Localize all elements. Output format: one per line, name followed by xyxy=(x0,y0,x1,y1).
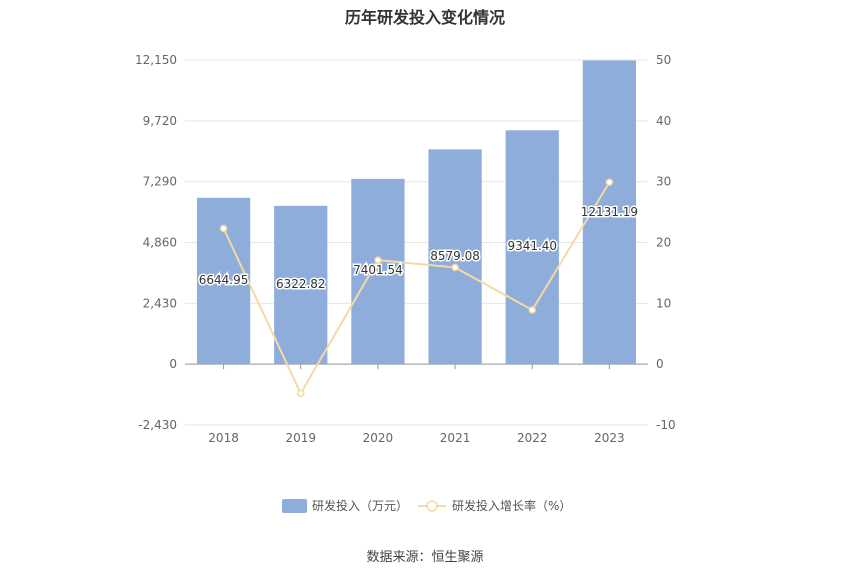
bar xyxy=(351,178,405,365)
x-tick-label: 2022 xyxy=(517,431,548,445)
y-left-tick-label: 12,150 xyxy=(135,53,177,67)
x-tick-label: 2020 xyxy=(363,431,394,445)
growth-point xyxy=(528,306,536,314)
y-right-tick-label: -10 xyxy=(656,418,676,432)
growth-point xyxy=(374,256,382,264)
growth-point xyxy=(605,178,614,187)
y-right-tick-label: 30 xyxy=(656,175,671,189)
x-tick-label: 2019 xyxy=(285,431,316,445)
y-left-tick-label: 7,290 xyxy=(143,175,177,189)
y-left-tick-label: 9,720 xyxy=(143,114,177,128)
y-right-tick-label: 50 xyxy=(656,53,671,67)
bar-data-label: 7401.54 xyxy=(353,263,403,277)
y-right-tick-label: 0 xyxy=(656,357,664,371)
y-left-tick-label: -2,430 xyxy=(138,418,177,432)
y-left-tick-label: 2,430 xyxy=(143,296,177,310)
bar xyxy=(428,149,482,365)
x-tick-label: 2023 xyxy=(594,431,625,445)
growth-point xyxy=(297,389,305,398)
bar xyxy=(274,205,328,365)
bar xyxy=(505,130,559,365)
legend-bar-label: 研发投入（万元） xyxy=(312,498,408,513)
bar-data-label: 6644.95 xyxy=(199,273,249,287)
bar-data-label: 8579.08 xyxy=(430,249,480,263)
bar-data-label: 9341.40 xyxy=(507,239,557,253)
bar-data-label: 6322.82 xyxy=(276,277,326,291)
growth-line xyxy=(222,181,611,396)
chart-title: 历年研发投入变化情况 xyxy=(344,8,505,27)
legend-line-label: 研发投入增长率（%） xyxy=(452,498,571,513)
growth-point xyxy=(451,263,459,272)
y-right-tick-label: 20 xyxy=(656,236,671,250)
y-left-tick-label: 0 xyxy=(169,357,177,371)
source-text: 数据来源：恒生聚源 xyxy=(366,550,484,565)
x-tick-label: 2021 xyxy=(440,431,471,445)
y-left-tick-label: 4,860 xyxy=(143,236,177,250)
y-right-tick-label: 40 xyxy=(656,114,671,128)
y-right-tick-label: 10 xyxy=(656,296,671,310)
legend-line-marker xyxy=(426,500,438,512)
bar-data-label: 12131.19 xyxy=(581,205,638,219)
growth-point xyxy=(219,224,228,233)
legend-bar-swatch xyxy=(282,499,307,513)
x-tick-label: 2018 xyxy=(208,431,239,445)
